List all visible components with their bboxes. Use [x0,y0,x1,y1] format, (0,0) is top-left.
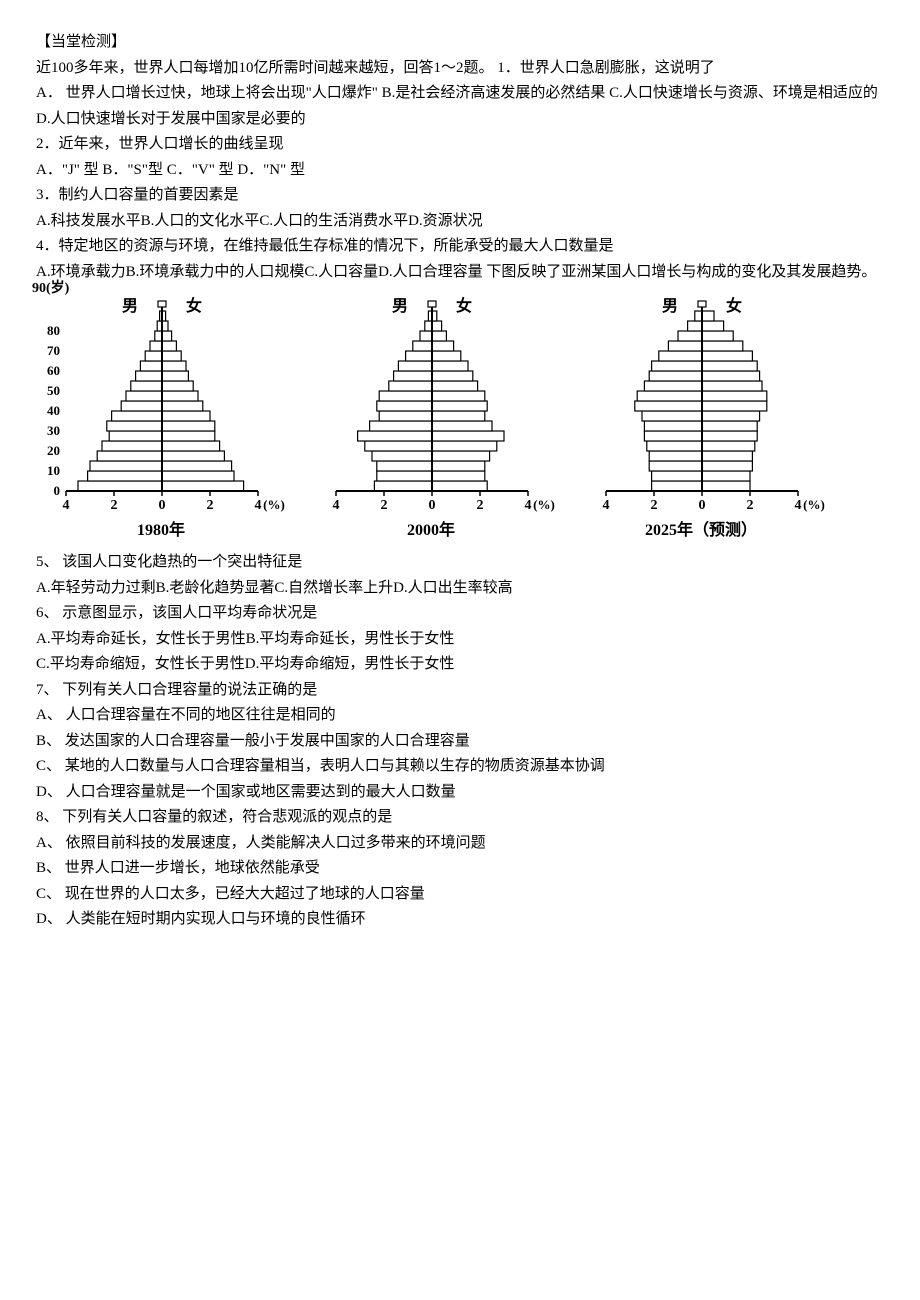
q4: 4．特定地区的资源与环境，在维持最低生存标准的情况下，所能承受的最大人口数量是 [36,234,884,260]
q5: 5、 该国人口变化趋热的一个突出特征是 [36,550,884,576]
q1-options: A． 世界人口增长过快，地球上将会出现"人口爆炸" B.是社会经济高速发展的必然… [36,81,884,132]
q6-options-1: A.平均寿命延长，女性长于男性B.平均寿命延长，男性长于女性 [36,627,884,653]
q8b: B、 世界人口进一步增长，地球依然能承受 [36,856,884,882]
svg-text:(%): (%) [533,497,555,512]
svg-text:(%): (%) [263,497,285,512]
svg-text:4: 4 [525,498,532,513]
q2: 2．近年来，世界人口增长的曲线呈现 [36,132,884,158]
svg-text:2: 2 [747,498,754,513]
q8c: C、 现在世界的人口太多，已经大大超过了地球的人口容量 [36,882,884,908]
svg-text:80: 80 [47,323,60,338]
population-pyramids: 90(岁)42024(%)01020304050607080男女1980年420… [36,295,884,544]
q7: 7、 下列有关人口合理容量的说法正确的是 [36,678,884,704]
svg-text:(%): (%) [803,497,825,512]
svg-text:男: 男 [122,297,138,315]
svg-text:2: 2 [111,498,118,513]
svg-text:男: 男 [392,297,408,315]
svg-text:0: 0 [699,498,706,513]
q8d: D、 人类能在短时期内实现人口与环境的良性循环 [36,907,884,933]
svg-text:女: 女 [456,296,472,315]
svg-text:女: 女 [186,296,202,315]
intro-text: 近100多年来，世界人口每增加10亿所需时间越来越短，回答1～2题。 1．世界人… [36,56,884,82]
pyramid-caption: 2025年（预测） [645,517,757,544]
y-axis-title: 90(岁) [32,277,69,301]
svg-text:2: 2 [651,498,658,513]
q4-options: A.环境承载力B.环境承载力中的人口规模C.人口容量D.人口合理容量 下图反映了… [36,260,884,286]
q7d: D、 人口合理容量就是一个国家或地区需要达到的最大人口数量 [36,780,884,806]
q7b: B、 发达国家的人口合理容量一般小于发展中国家的人口合理容量 [36,729,884,755]
svg-text:0: 0 [429,498,436,513]
q7a: A、 人口合理容量在不同的地区往往是相同的 [36,703,884,729]
svg-text:4: 4 [795,498,802,513]
svg-text:4: 4 [333,498,340,513]
pyramid-1: 90(岁)42024(%)01020304050607080男女1980年 [36,295,286,544]
svg-text:男: 男 [662,297,678,315]
q6: 6、 示意图显示，该国人口平均寿命状况是 [36,601,884,627]
svg-text:70: 70 [47,343,60,358]
svg-text:50: 50 [47,383,60,398]
svg-text:0: 0 [159,498,166,513]
svg-text:4: 4 [603,498,610,513]
q3-options: A.科技发展水平B.人口的文化水平C.人口的生活消费水平D.资源状况 [36,209,884,235]
svg-text:60: 60 [47,363,60,378]
q8a: A、 依照目前科技的发展速度，人类能解决人口过多带来的环境问题 [36,831,884,857]
svg-text:2: 2 [207,498,214,513]
q3: 3．制约人口容量的首要因素是 [36,183,884,209]
svg-text:40: 40 [47,403,60,418]
svg-text:4: 4 [63,498,70,513]
q2-options: A．"J" 型 B．"S"型 C．"V" 型 D．"N" 型 [36,158,884,184]
q7c: C、 某地的人口数量与人口合理容量相当，表明人口与其赖以生存的物质资源基本协调 [36,754,884,780]
svg-text:女: 女 [726,296,742,315]
pyramid-3: 42024(%)男女2025年（预测） [576,295,826,544]
q5-options: A.年轻劳动力过剩B.老龄化趋势显著C.自然增长率上升D.人口出生率较高 [36,576,884,602]
q8: 8、 下列有关人口容量的叙述，符合悲观派的观点的是 [36,805,884,831]
pyramid-2: 42024(%)男女2000年 [306,295,556,544]
svg-text:10: 10 [47,463,60,478]
svg-text:2: 2 [477,498,484,513]
svg-text:30: 30 [47,423,60,438]
pyramid-caption: 2000年 [407,517,455,544]
pyramid-caption: 1980年 [137,517,185,544]
svg-text:20: 20 [47,443,60,458]
svg-text:4: 4 [255,498,262,513]
q6-options-2: C.平均寿命缩短，女性长于男性D.平均寿命缩短，男性长于女性 [36,652,884,678]
svg-text:0: 0 [54,483,61,498]
section-header: 【当堂检测】 [36,30,884,56]
svg-text:2: 2 [381,498,388,513]
